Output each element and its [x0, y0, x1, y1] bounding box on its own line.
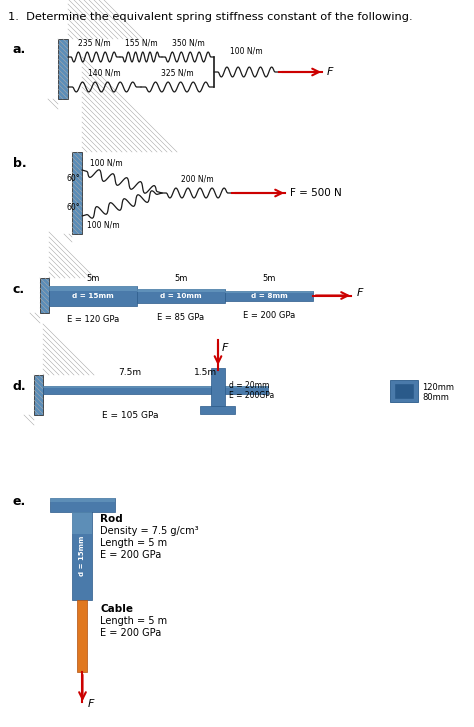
Bar: [225, 291, 313, 293]
Text: c.: c.: [13, 283, 25, 296]
Bar: [137, 289, 225, 292]
Bar: [34, 375, 43, 415]
Text: 7.5m: 7.5m: [118, 368, 142, 377]
Bar: [43, 386, 268, 388]
Text: 5m: 5m: [86, 274, 100, 283]
Bar: [201, 406, 236, 414]
Text: E = 200 GPa: E = 200 GPa: [100, 628, 162, 638]
Text: 100 N/m: 100 N/m: [90, 159, 123, 168]
Bar: [73, 512, 92, 534]
Bar: [137, 289, 225, 302]
Text: 140 N/m: 140 N/m: [88, 69, 121, 78]
Text: 120mm: 120mm: [422, 382, 454, 392]
Text: 100 N/m: 100 N/m: [87, 220, 119, 229]
Text: Density = 7.5 g/cm³: Density = 7.5 g/cm³: [100, 526, 199, 536]
Text: Rod: Rod: [100, 514, 123, 524]
Text: E = 200 GPa: E = 200 GPa: [100, 550, 162, 560]
Text: F: F: [357, 289, 364, 299]
Text: F: F: [88, 699, 94, 709]
Text: E = 120 GPa: E = 120 GPa: [67, 316, 119, 324]
Text: 60°: 60°: [66, 203, 80, 212]
Bar: [395, 384, 413, 398]
Text: F = 500 N: F = 500 N: [290, 188, 342, 198]
Bar: [50, 498, 115, 502]
Text: 60°: 60°: [66, 174, 80, 183]
Bar: [50, 498, 115, 512]
Text: b.: b.: [13, 157, 27, 170]
Bar: [225, 291, 313, 300]
Text: 155 N/m: 155 N/m: [125, 39, 157, 48]
Text: E = 200GPa: E = 200GPa: [229, 390, 274, 400]
Text: Length = 5 m: Length = 5 m: [100, 538, 168, 548]
Text: E = 85 GPa: E = 85 GPa: [157, 313, 205, 321]
Text: Cable: Cable: [100, 604, 134, 614]
Text: d = 15mm: d = 15mm: [80, 536, 85, 577]
Text: a.: a.: [13, 43, 26, 56]
Text: 5m: 5m: [262, 274, 276, 283]
Bar: [49, 286, 137, 305]
Text: 1.5m: 1.5m: [194, 368, 218, 377]
Text: E = 200 GPa: E = 200 GPa: [243, 310, 295, 319]
Text: 80mm: 80mm: [422, 393, 449, 401]
Bar: [72, 152, 82, 234]
Text: d = 8mm: d = 8mm: [251, 292, 287, 299]
Text: 235 N/m: 235 N/m: [78, 39, 110, 48]
Bar: [211, 368, 225, 406]
Text: d = 20mm: d = 20mm: [229, 380, 269, 390]
Bar: [78, 600, 88, 672]
Text: F: F: [222, 343, 228, 353]
Text: 5m: 5m: [174, 274, 188, 283]
Text: 350 N/m: 350 N/m: [172, 39, 204, 48]
Text: 325 N/m: 325 N/m: [161, 69, 194, 78]
Text: 1.  Determine the equivalent spring stiffness constant of the following.: 1. Determine the equivalent spring stiff…: [8, 12, 413, 22]
Text: F: F: [327, 67, 333, 77]
Text: 200 N/m: 200 N/m: [181, 174, 213, 183]
Bar: [58, 39, 68, 99]
Text: E = 105 GPa: E = 105 GPa: [102, 411, 158, 420]
Text: d = 15mm: d = 15mm: [72, 292, 114, 299]
Text: 100 N/m: 100 N/m: [230, 47, 262, 56]
Text: d.: d.: [13, 380, 27, 393]
Text: e.: e.: [13, 495, 26, 508]
Text: Length = 5 m: Length = 5 m: [100, 616, 168, 626]
Bar: [73, 512, 92, 600]
Text: d = 10mm: d = 10mm: [160, 292, 202, 299]
Bar: [390, 380, 418, 402]
Bar: [43, 386, 268, 394]
Bar: [49, 286, 137, 291]
Bar: [40, 278, 49, 313]
